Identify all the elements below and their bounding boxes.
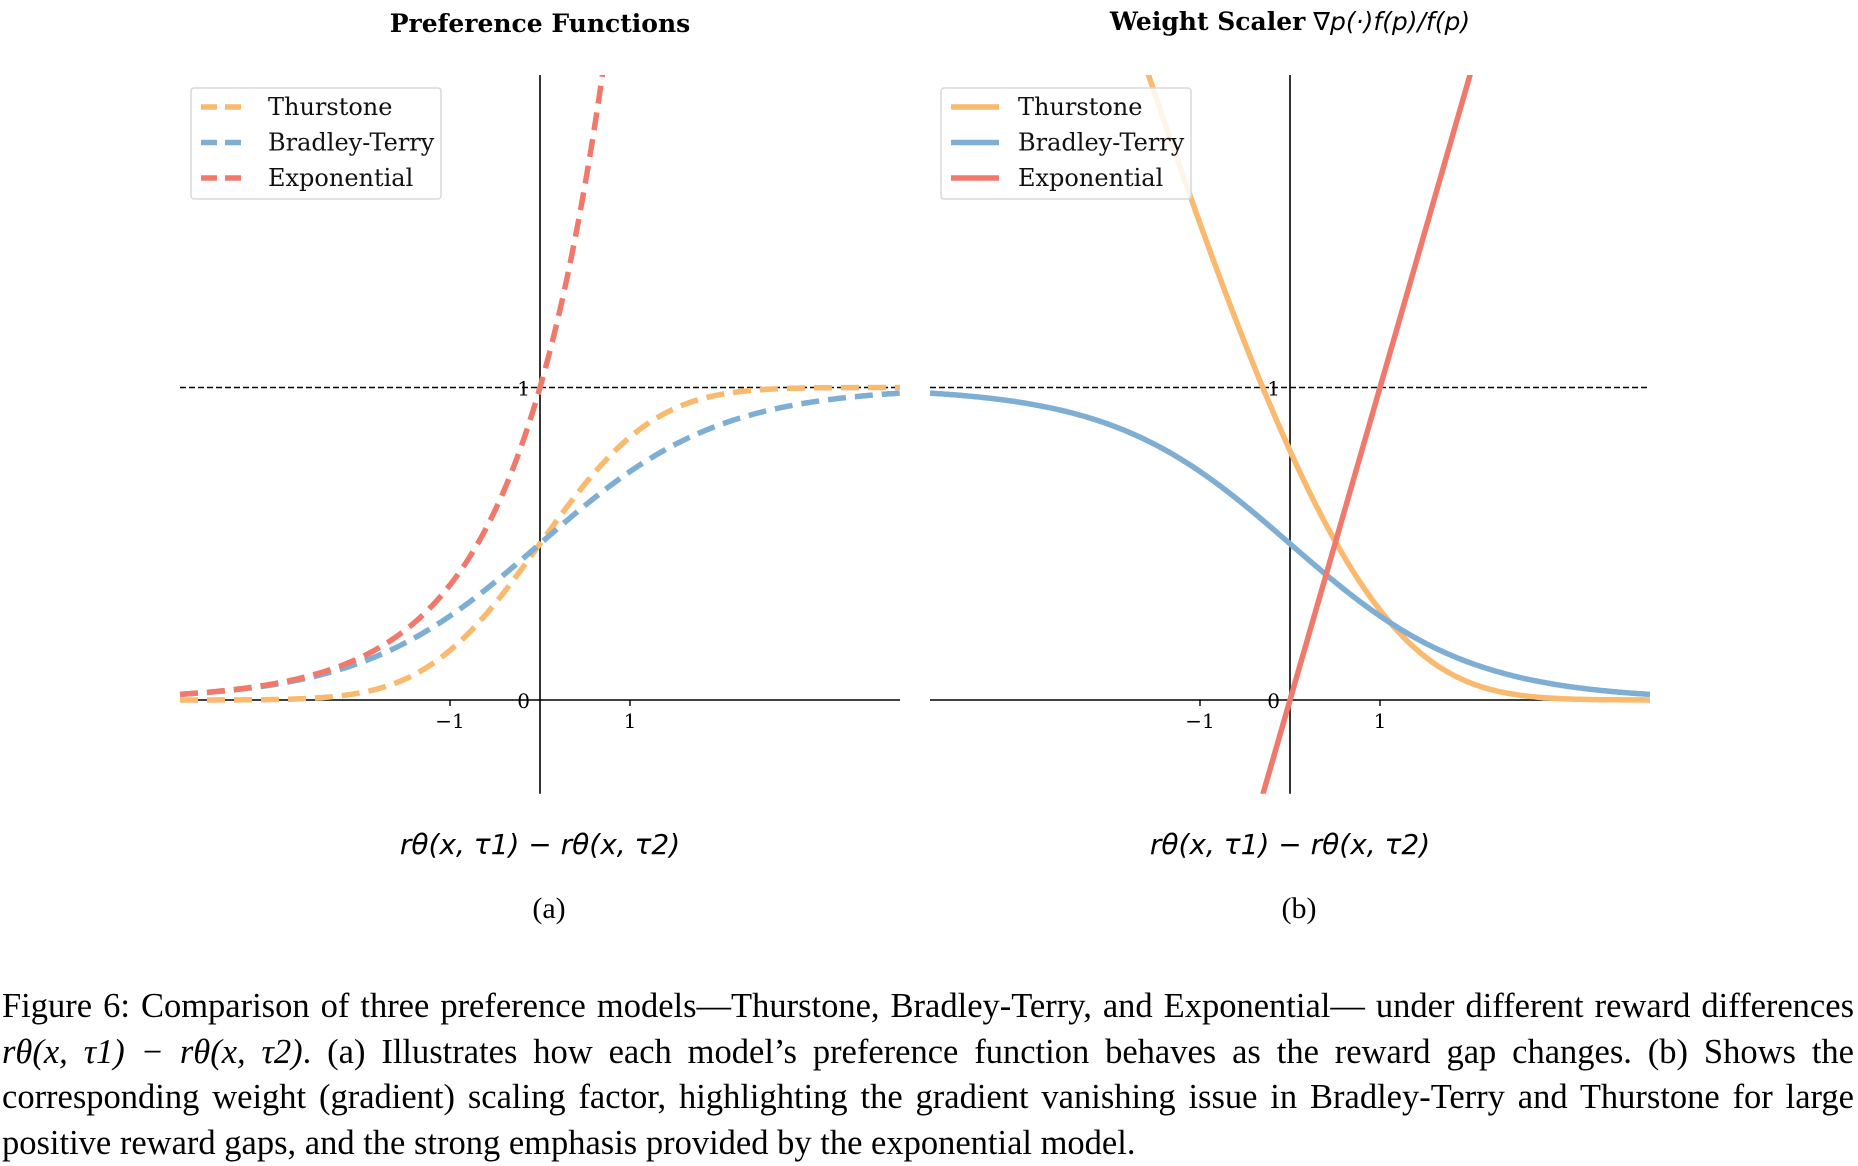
legend: Thurstone Bradley-Terry Exponential <box>190 87 442 200</box>
panel-a-title: Preference Functions <box>390 9 690 38</box>
legend-label: Bradley-Terry <box>268 129 435 157</box>
legend-label: Thurstone <box>268 93 392 121</box>
caption-text-2: . (a) Illustrates how each model’s prefe… <box>2 1032 1854 1162</box>
x-tick-label: −1 <box>435 709 464 733</box>
series-line-thurstone <box>1145 75 1650 703</box>
panel-a-label: (a) <box>532 892 565 925</box>
y-tick-label: 0 <box>517 689 530 713</box>
series-line-exponential <box>1260 75 1473 794</box>
y-tick-label: 0 <box>1267 689 1280 713</box>
legend-box <box>190 87 442 200</box>
panel-b-weight-scaler: Weight Scaler ∇p(·)f(p)/f(p) rθ(x, τ1) − … <box>929 7 1651 925</box>
y-tick-label: 1 <box>1267 377 1280 401</box>
series-line-bradley-terry <box>929 390 1651 698</box>
series-line-thurstone <box>180 384 900 703</box>
legend-label: Bradley-Terry <box>1018 129 1185 157</box>
panel-b-xlabel: rθ(x, τ1) − rθ(x, τ2) <box>1150 828 1430 861</box>
panel-a-preference-functions: Preference Functions rθ(x, τ1) − rθ(x, τ… <box>179 9 901 925</box>
legend-label: Thurstone <box>1018 93 1142 121</box>
legend-label: Exponential <box>268 164 413 192</box>
x-tick-label: 1 <box>624 709 637 733</box>
x-tick-label: −1 <box>1185 709 1214 733</box>
panel-b-title-bold: Weight Scaler <box>1109 7 1306 36</box>
panel-b-title: Weight Scaler ∇p(·)f(p)/f(p) <box>1109 7 1470 36</box>
legend-label: Exponential <box>1018 164 1163 192</box>
panel-b-title-math: ∇p(·)f(p)/f(p) <box>1312 7 1470 36</box>
figure: Preference Functions rθ(x, τ1) − rθ(x, τ… <box>179 7 1651 925</box>
panel-a-xlabel: rθ(x, τ1) − rθ(x, τ2) <box>400 828 680 861</box>
series-line-exponential <box>179 75 606 698</box>
panel-b-label: (b) <box>1282 892 1317 925</box>
caption-text-1: Comparison of three preference models—Th… <box>140 987 1854 1025</box>
legend-box <box>940 87 1192 200</box>
y-tick-label: 1 <box>517 377 530 401</box>
caption-math: rθ(x, τ1) − rθ(x, τ2) <box>2 1032 303 1071</box>
caption-label: Figure 6: <box>2 987 130 1025</box>
legend: Thurstone Bradley-Terry Exponential <box>940 87 1192 200</box>
figure-caption: Figure 6: Comparison of three preference… <box>2 984 1854 1166</box>
x-tick-label: 1 <box>1374 709 1387 733</box>
